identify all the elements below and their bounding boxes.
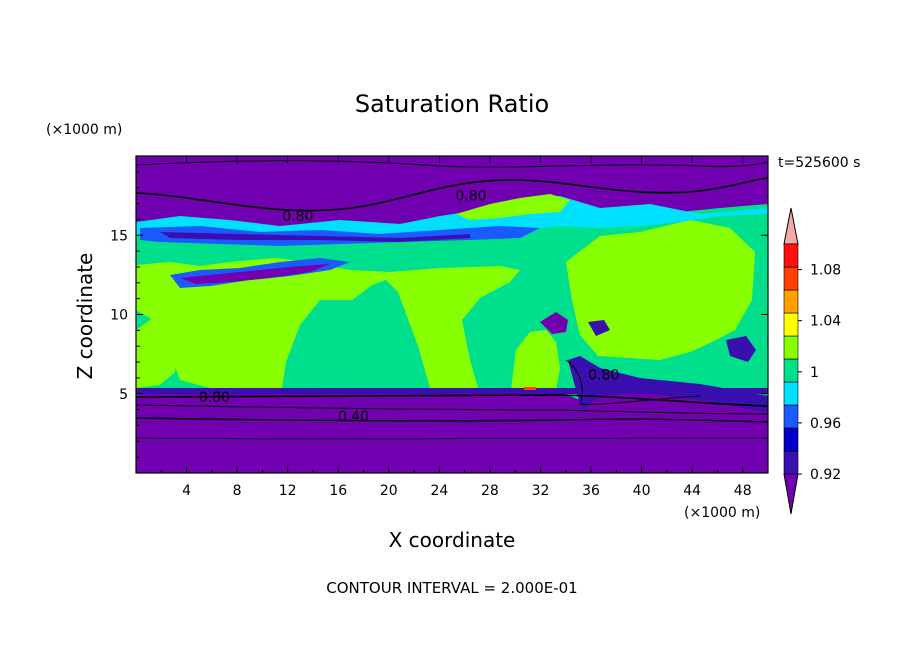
x-unit-label: (×1000 m) (684, 505, 760, 521)
y-unit-label: (×1000 m) (46, 122, 122, 138)
contour-label: 0.40 (338, 409, 369, 425)
chart-title: Saturation Ratio (355, 90, 549, 118)
x-tick-label: 4 (182, 483, 191, 499)
colorbar-under-arrow (783, 473, 799, 515)
x-tick-label: 24 (430, 483, 448, 499)
colorbar-segment (783, 427, 799, 452)
colorbar-segment (783, 289, 799, 314)
x-tick-label: 16 (329, 483, 347, 499)
x-tick-label: 40 (633, 483, 651, 499)
y-tick-label: 10 (110, 308, 128, 324)
y-axis-label: Z coordinate (73, 253, 97, 380)
time-label: t=525600 s (778, 155, 860, 171)
y-tick-label: 15 (110, 228, 128, 244)
contour-label: 0.80 (199, 390, 230, 406)
colorbar-segment (783, 381, 799, 406)
colorbar-segment (783, 266, 799, 291)
colorbar-segment (783, 450, 799, 475)
x-tick-label: 20 (380, 483, 398, 499)
contour-label: 0.80 (455, 189, 486, 205)
x-tick-label: 44 (683, 483, 701, 499)
x-tick-label: 28 (481, 483, 499, 499)
contour-interval-note: CONTOUR INTERVAL = 2.000E-01 (326, 579, 577, 597)
colorbar-segment (783, 335, 799, 360)
y-tick-label: 5 (119, 387, 128, 403)
x-tick-label: 48 (734, 483, 752, 499)
colorbar-segment (783, 358, 799, 383)
x-tick-label: 32 (532, 483, 550, 499)
colorbar-over-arrow (783, 207, 799, 245)
colorbar-tick-label: 0.96 (810, 416, 841, 432)
saturation-field (136, 156, 768, 473)
colorbar-segment (783, 312, 799, 337)
colorbar-tick-label: 0.92 (810, 467, 841, 483)
colorbar: 0.92 0.96 1 1.04 1.08 (783, 207, 841, 515)
colorbar-tick-label: 1 (810, 365, 819, 381)
colorbar-segment (783, 243, 799, 268)
contour-label: 0.80 (282, 209, 313, 225)
colorbar-tick-label: 1.08 (810, 263, 841, 279)
colorbar-segment (783, 404, 799, 429)
x-tick-label: 36 (582, 483, 600, 499)
x-tick-label: 8 (233, 483, 242, 499)
x-tick-label: 12 (279, 483, 297, 499)
colorbar-tick-label: 1.04 (810, 314, 841, 330)
contour-label: 0.80 (588, 368, 619, 384)
x-axis-label: X coordinate (389, 528, 516, 552)
